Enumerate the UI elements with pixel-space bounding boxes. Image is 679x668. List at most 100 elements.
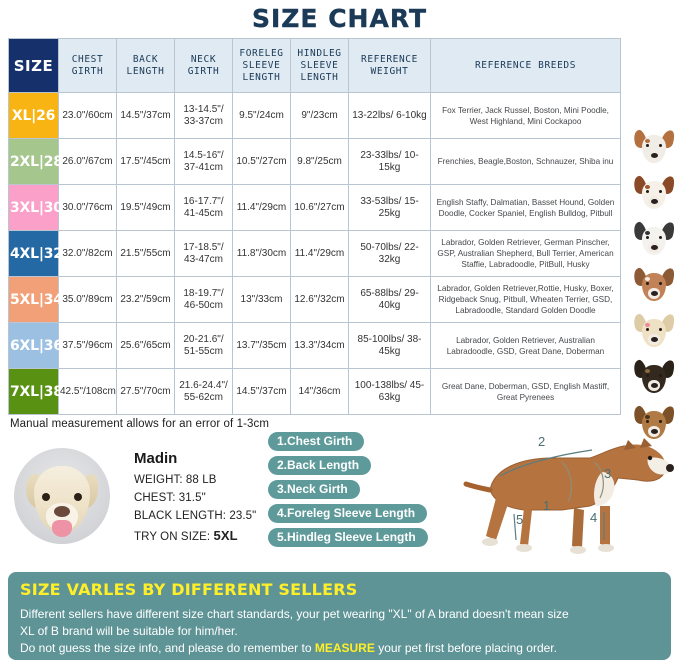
size-table: SIZE CHEST GIRTH BACK LENGTH NECK GIRTH — [8, 38, 621, 415]
pet-name: Madin — [134, 450, 178, 467]
header-line: FORELEG — [239, 47, 284, 59]
size-label-cell: 6XL|36 — [8, 322, 63, 369]
size-label-cell: 5XL|34 — [8, 276, 63, 323]
photo-marking — [645, 323, 650, 327]
photo-eye-left — [646, 144, 650, 148]
header-line: SLEEVE — [300, 59, 339, 71]
reference-breeds-cell: Labrador, Golden Retriever, German Pinsc… — [430, 230, 621, 277]
header-line: BACK — [132, 53, 159, 65]
breed-photo-slot — [628, 354, 679, 400]
chest-girth-cell: 42.5"/108cm — [58, 368, 117, 415]
reference-weight-cell: 33-53lbs/ 15-25kg — [348, 184, 431, 231]
reference-weight-cell: 100-138lbs/ 45-63kg — [348, 368, 431, 415]
table-row: 6XL|36 37.5"/96cm 25.6"/65cm 20-21.6"/ 51-5… — [8, 322, 621, 369]
column-header-hindleg-sleeve-length: HINDLEG SLEEVE LENGTH — [290, 38, 349, 93]
breed-photo-column — [628, 124, 679, 446]
banner-line-2: XL of B brand will be suitable for him/h… — [20, 624, 238, 638]
photo-nose — [651, 429, 658, 434]
try-on-label: TRY ON SIZE: — [134, 531, 211, 543]
avatar-eye-left — [42, 493, 50, 501]
reference-breeds-cell: Fox Terrier, Jack Russel, Boston, Mini P… — [430, 92, 621, 139]
size-label-cell: XL|26 — [8, 92, 59, 139]
back-length-cell: 27.5"/70cm — [116, 368, 175, 415]
photo-eye-right — [658, 144, 662, 148]
diagram-marker-5: 5 — [516, 512, 524, 527]
size-label-cell: 2XL|28 — [8, 138, 63, 185]
reference-breeds-cell: English Staffy, Dalmatian, Basset Hound,… — [430, 184, 621, 231]
size-label-cell: 4XL|32 — [8, 230, 63, 277]
reference-weight-cell: 23-33lbs/ 10-15kg — [348, 138, 431, 185]
chest-girth-cell: 35.0"/89cm — [58, 276, 117, 323]
neck-girth-cell: 13-14.5"/ 33-37cm — [174, 92, 233, 139]
header-line: NECK — [190, 53, 217, 65]
dog-diagram-svg — [463, 438, 674, 554]
breed-photo-slot — [628, 308, 679, 354]
dalmatian-photo — [631, 219, 677, 259]
hindleg-length-cell: 12.6"/32cm — [290, 276, 349, 323]
breed-photo-slot — [628, 262, 679, 308]
dog-measurement-diagram: 2 3 1 4 5 — [452, 428, 676, 560]
column-header-reference-breeds: REFERENCE BREEDS — [430, 38, 621, 93]
banner-line-3-pre: Do not guess the size info, and please d… — [20, 641, 315, 655]
back-length-cell: 21.5"/55cm — [116, 230, 175, 277]
photo-eye-right — [658, 420, 662, 424]
breed-photo-slot — [628, 170, 679, 216]
size-table-body: XL|26 23.0"/60cm 14.5"/37cm 13-14.5"/ 33-37… — [8, 92, 621, 415]
reference-breeds-cell: Great Dane, Doberman, GSD, English Masti… — [430, 368, 621, 415]
german-shepherd-photo — [631, 357, 677, 397]
hindleg-length-cell: 13.3"/34cm — [290, 322, 349, 369]
back-length-cell: 17.5"/45cm — [116, 138, 175, 185]
back-length-cell: 25.6"/65cm — [116, 322, 175, 369]
chest-girth-cell: 30.0"/76cm — [58, 184, 117, 231]
table-row: XL|26 23.0"/60cm 14.5"/37cm 13-14.5"/ 33-37… — [8, 92, 621, 139]
neck-girth-cell: 16-17.7"/ 41-45cm — [174, 184, 233, 231]
photo-nose — [651, 291, 658, 296]
table-header-row: SIZE CHEST GIRTH BACK LENGTH NECK GIRTH — [8, 38, 621, 93]
legend-pill: 1.Chest Girth — [268, 432, 365, 451]
photo-nose — [651, 383, 658, 388]
header-line: GIRTH — [71, 65, 104, 77]
pet-try-on-size: TRY ON SIZE: 5XL — [134, 528, 256, 543]
photo-nose — [651, 337, 658, 342]
header-line: CHEST — [71, 53, 104, 65]
reference-breeds-cell: Labrador, Golden Retriever,Rottie, Husky… — [430, 276, 621, 323]
labrador-avatar-photo — [14, 448, 110, 544]
hindleg-length-cell: 9"/23cm — [290, 92, 349, 139]
beagle-photo — [631, 173, 677, 213]
pet-profile: Madin WEIGHT: 88 LB CHEST: 31.5" BLACK L… — [14, 448, 256, 549]
header-line: WEIGHT — [370, 65, 409, 77]
page-title: SIZE CHART — [251, 4, 427, 33]
photo-eye-right — [658, 190, 662, 194]
reference-weight-cell: 50-70lbs/ 22-32kg — [348, 230, 431, 277]
foreleg-length-cell: 13"/33cm — [232, 276, 291, 323]
diagram-marker-1: 1 — [543, 498, 551, 513]
neck-girth-cell: 18-19.7"/ 46-50cm — [174, 276, 233, 323]
avatar-nose — [54, 506, 70, 517]
avatar-eye-right — [74, 493, 82, 501]
reference-breeds-cell: Frenchies, Beagle,Boston, Schnauzer, Shi… — [430, 138, 621, 185]
photo-eye-right — [658, 328, 662, 332]
header-line: LENGTH — [126, 65, 165, 77]
size-label-cell: 3XL|30 — [8, 184, 63, 231]
table-row: 4XL|32 32.0"/82cm 21.5"/55cm 17-18.5"/ 43-4… — [8, 230, 621, 277]
size-label-cell: 7XL|38 — [8, 368, 63, 415]
photo-nose — [651, 199, 658, 204]
column-header-reference-weight: REFERENCE WEIGHT — [348, 38, 431, 93]
american-staffordshire-terrier-photo — [631, 265, 677, 305]
pet-weight: WEIGHT: 88 LB — [134, 474, 217, 486]
legend-pill: 5.Hindleg Sleeve Length — [268, 528, 428, 547]
foreleg-length-cell: 13.7"/35cm — [232, 322, 291, 369]
header-line: LENGTH — [242, 71, 281, 83]
column-header-chest-girth: CHEST GIRTH — [58, 38, 117, 93]
header-line: REFERENCE — [361, 53, 418, 65]
header-line: GIRTH — [187, 65, 220, 77]
photo-eye-right — [658, 374, 662, 378]
photo-eye-left — [646, 282, 650, 286]
size-table-wrapper: SIZE CHEST GIRTH BACK LENGTH NECK GIRTH — [8, 38, 677, 439]
banner-body: Different sellers have different size ch… — [20, 606, 659, 657]
neck-girth-cell: 14.5-16"/ 37-41cm — [174, 138, 233, 185]
hindleg-length-cell: 10.6"/27cm — [290, 184, 349, 231]
jack-russell-terrier-photo — [631, 127, 677, 167]
chest-girth-cell: 26.0"/67cm — [58, 138, 117, 185]
banner-title: SIZE VARLES BY DIFFERENT SELLERS — [20, 580, 358, 599]
